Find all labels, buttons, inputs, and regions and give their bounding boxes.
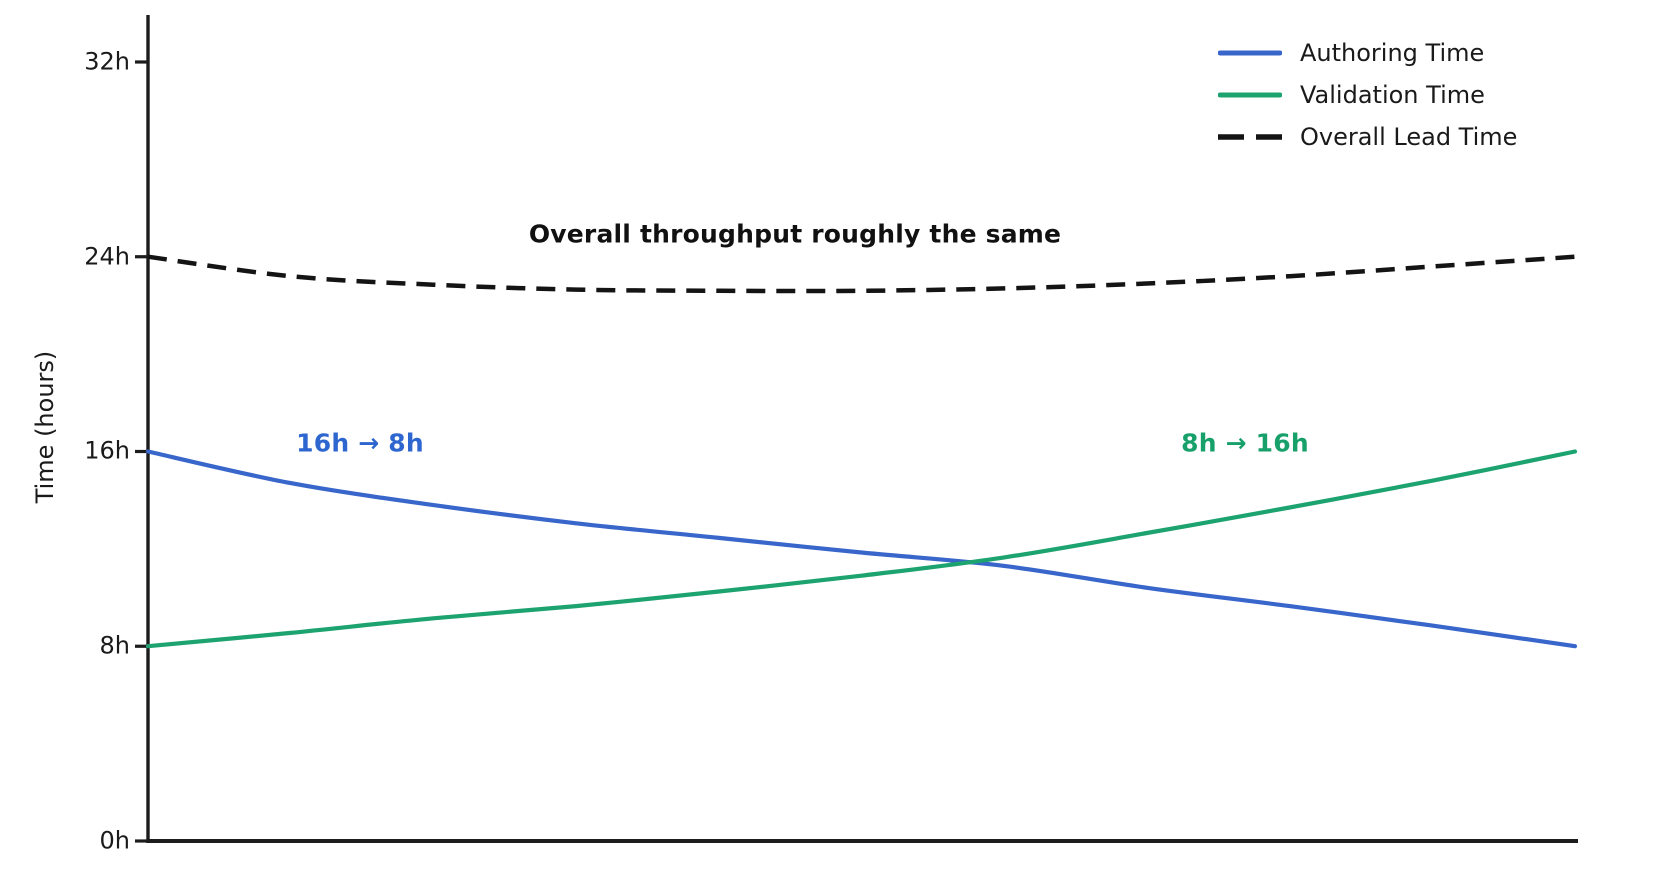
legend-label-lead: Overall Lead Time [1300,123,1518,151]
legend-label-validation: Validation Time [1300,81,1485,109]
legend-item-authoring: Authoring Time [1218,32,1517,74]
authoring-line [145,449,1578,649]
legend-item-validation: Validation Time [1218,74,1517,116]
axes-group [135,15,1578,843]
annotation-validation-change: 8h → 16h [1181,428,1309,458]
legend-label-authoring: Authoring Time [1300,39,1485,67]
y-tick-label: 32h [84,47,130,76]
legend-item-lead: Overall Lead Time [1218,116,1517,158]
y-axis-label: Time (hours) [31,350,59,504]
series-lines-group [145,254,1578,649]
authoring-line-swatch-icon [1218,50,1282,56]
annotation-authoring-change: 16h → 8h [296,428,424,458]
lead-line [147,254,1576,294]
y-tick-label: 24h [84,242,130,271]
y-axis-ticks [135,60,148,843]
annotation-overall-throughput: Overall throughput roughly the same [528,219,1062,249]
y-tick-label: 8h [99,631,130,660]
y-tick-label: 0h [99,826,130,855]
y-tick-label: 16h [84,436,130,465]
lead-dashed-line-swatch-icon [1218,134,1282,140]
validation-line [145,449,1578,649]
legend: Authoring Time Validation Time Overall L… [1218,32,1517,158]
validation-line-swatch-icon [1218,92,1282,98]
